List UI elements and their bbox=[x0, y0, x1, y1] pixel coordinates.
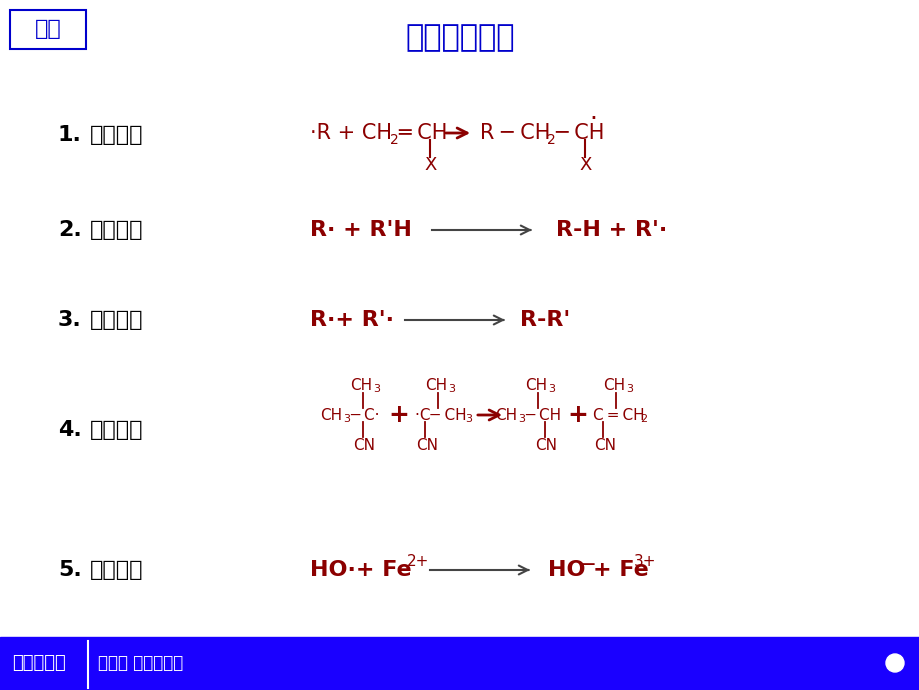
Text: CN: CN bbox=[353, 437, 375, 453]
Text: CN: CN bbox=[415, 437, 437, 453]
Text: +: + bbox=[388, 403, 408, 427]
FancyBboxPatch shape bbox=[10, 10, 85, 49]
Text: X: X bbox=[424, 156, 436, 174]
Text: R-H + R'·: R-H + R'· bbox=[555, 220, 666, 240]
Text: 自由基的反应: 自由基的反应 bbox=[404, 23, 515, 52]
Text: ─ CH: ─ CH bbox=[525, 408, 561, 422]
Text: X: X bbox=[578, 156, 591, 174]
Text: R ─ CH: R ─ CH bbox=[480, 123, 550, 143]
Text: ═ CH: ═ CH bbox=[398, 123, 447, 143]
Circle shape bbox=[885, 654, 903, 672]
Text: ─ C·: ─ C· bbox=[349, 408, 380, 422]
Text: 高分子化学: 高分子化学 bbox=[12, 654, 65, 672]
Text: ·R + CH: ·R + CH bbox=[310, 123, 391, 143]
Text: CH: CH bbox=[425, 377, 447, 393]
Text: + Fe: + Fe bbox=[593, 560, 648, 580]
Text: 2.: 2. bbox=[58, 220, 82, 240]
Text: 3: 3 bbox=[548, 384, 554, 394]
Text: CH: CH bbox=[525, 377, 547, 393]
Text: CN: CN bbox=[535, 437, 556, 453]
Text: 3.: 3. bbox=[58, 310, 82, 330]
Text: 2+: 2+ bbox=[406, 555, 429, 569]
Text: +: + bbox=[566, 403, 587, 427]
Text: CH: CH bbox=[602, 377, 624, 393]
Text: 3+: 3+ bbox=[633, 555, 656, 569]
Text: R·+ R'·: R·+ R'· bbox=[310, 310, 393, 330]
Text: R· + R'H: R· + R'H bbox=[310, 220, 412, 240]
Text: HO·+ Fe: HO·+ Fe bbox=[310, 560, 411, 580]
Text: 5.: 5. bbox=[58, 560, 82, 580]
Text: CN: CN bbox=[594, 437, 616, 453]
Text: 2: 2 bbox=[390, 133, 398, 147]
Text: 1.: 1. bbox=[58, 125, 82, 145]
Text: ─: ─ bbox=[579, 556, 593, 576]
Text: 3: 3 bbox=[625, 384, 632, 394]
Text: 4.: 4. bbox=[58, 420, 82, 440]
Text: 3: 3 bbox=[517, 414, 525, 424]
Text: 3: 3 bbox=[343, 414, 349, 424]
Text: CH: CH bbox=[349, 377, 371, 393]
Text: 加成反应: 加成反应 bbox=[90, 125, 143, 145]
Text: 引入: 引入 bbox=[35, 19, 62, 39]
Text: ·C─ CH: ·C─ CH bbox=[414, 408, 466, 422]
Text: CH: CH bbox=[494, 408, 516, 422]
Text: 偶合反应: 偶合反应 bbox=[90, 310, 143, 330]
Text: ·: · bbox=[588, 107, 596, 131]
Text: 2: 2 bbox=[640, 414, 646, 424]
Text: 第三章 自由基聚合: 第三章 自由基聚合 bbox=[98, 654, 183, 672]
Text: R-R': R-R' bbox=[519, 310, 570, 330]
Text: 3: 3 bbox=[464, 414, 471, 424]
Text: 2: 2 bbox=[547, 133, 555, 147]
Text: C ═ CH: C ═ CH bbox=[593, 408, 644, 422]
Text: 转移反应: 转移反应 bbox=[90, 220, 143, 240]
Text: 歧化反应: 歧化反应 bbox=[90, 420, 143, 440]
Bar bbox=[0, 637, 919, 690]
Text: 3: 3 bbox=[448, 384, 455, 394]
Text: HO: HO bbox=[548, 560, 584, 580]
Text: ─ CH: ─ CH bbox=[554, 123, 604, 143]
Text: 氧化反应: 氧化反应 bbox=[90, 560, 143, 580]
Text: 3: 3 bbox=[372, 384, 380, 394]
Text: CH: CH bbox=[320, 408, 342, 422]
